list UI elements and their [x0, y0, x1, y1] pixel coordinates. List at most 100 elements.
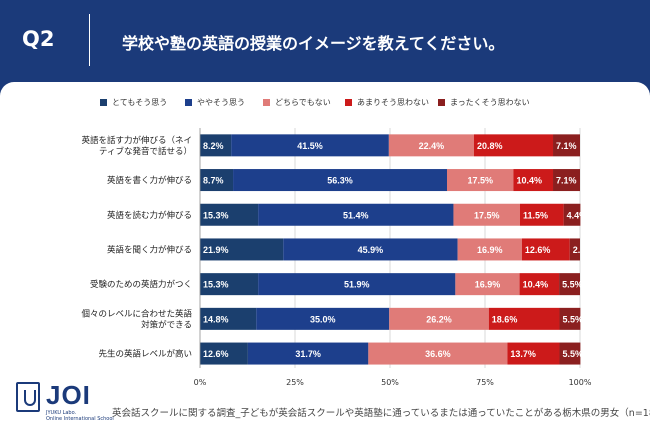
legend-label: あまりそう思わない [357, 98, 429, 107]
bar-segment [200, 273, 259, 296]
category-label: 英語を読む力が伸びる [107, 210, 192, 221]
legend-label: まったくそう思わない [450, 98, 530, 107]
data-label: 8.7% [203, 176, 224, 186]
logo-text: JOI [46, 380, 91, 410]
bar-segment [200, 342, 248, 365]
category-label: 英語を話す力が伸びる（ネイティブな発音で話せる） [81, 135, 192, 157]
data-label: 35.0% [310, 314, 336, 324]
data-label: 12.6% [525, 245, 551, 255]
chart-legend: とてもそう思う ややそう思う どちらでもない あまりそう思わない まったくそう思わない [100, 97, 620, 111]
legend-item-3: どちらでもない [263, 97, 331, 108]
category-label-line: 先生の英語レベルが高い [98, 349, 192, 360]
bar-segment [389, 307, 489, 330]
data-label: 5.5% [562, 349, 583, 359]
legend-label: どちらでもない [275, 98, 331, 107]
x-tick-label: 25% [286, 378, 304, 387]
bar-segment [519, 273, 560, 296]
category-label-line: 英語を書く力が伸びる [107, 175, 192, 186]
data-label: 45.9% [358, 245, 384, 255]
category-label: 英語を書く力が伸びる [107, 175, 192, 186]
bar-segment [200, 134, 232, 157]
bar-segment [231, 134, 389, 157]
category-label-line: 個々のレベルに合わせた英語 [81, 308, 192, 319]
data-label: 56.3% [327, 176, 353, 186]
data-label: 5.5% [562, 280, 583, 290]
data-label: 10.4% [517, 176, 543, 186]
bar-segment [258, 203, 454, 226]
bar-segment [569, 238, 580, 261]
legend-swatch [345, 99, 352, 106]
category-label-line: 英語を話す力が伸びる（ネイ [81, 135, 192, 146]
bar-segment [488, 307, 560, 330]
legend-label: ややそう思う [197, 98, 245, 107]
data-label: 7.1% [556, 141, 577, 151]
bar-segment [559, 342, 581, 365]
bar-segment [559, 307, 581, 330]
data-label: 22.4% [419, 141, 445, 151]
data-label: 15.3% [203, 280, 229, 290]
data-label: 7.1% [556, 176, 577, 186]
logo-subtitle-2: Online International School [46, 416, 114, 422]
bar-segment [200, 307, 257, 330]
survey-footnote: 英会話スクールに関する調査_子どもが英会話スクールや英語塾に通っているまたは通っ… [112, 408, 650, 419]
data-label: 10.4% [523, 280, 549, 290]
category-label: 個々のレベルに合わせた英語対策ができる [81, 308, 192, 330]
x-tick-label: 100% [569, 378, 592, 387]
bar-segment [521, 238, 570, 261]
data-label: 13.7% [510, 349, 536, 359]
bar-segment [283, 238, 458, 261]
data-label: 20.8% [477, 141, 503, 151]
data-label: 26.2% [426, 314, 452, 324]
category-label-line: 英語を読む力が伸びる [107, 210, 192, 221]
legend-item-5: まったくそう思わない [438, 97, 530, 108]
data-label: 18.6% [492, 314, 518, 324]
category-label: 受験のための英語力がつく [90, 279, 192, 290]
legend-swatch [100, 99, 107, 106]
category-label-line: ティブな発音で話せる） [99, 146, 192, 157]
bar-segment [200, 169, 234, 192]
legend-label: とてもそう思う [112, 98, 168, 107]
logo-shield-icon [16, 382, 40, 412]
bar-segment [513, 169, 554, 192]
legend-item-1: とてもそう思う [100, 97, 167, 108]
category-label-line: 対策ができる [141, 319, 192, 330]
header-bar: Q2 学校や塾の英語の授業のイメージを教えてください。 [0, 0, 650, 80]
bar-segment [256, 307, 390, 330]
question-number: Q2 [22, 27, 55, 51]
data-label: 5.5% [562, 314, 583, 324]
bar-segment [233, 169, 447, 192]
joi-logo: JOI JYUKU Labo. Online International Sch… [16, 380, 114, 424]
bar-segment [473, 134, 554, 157]
bar-segment [457, 238, 522, 261]
category-label-line: 受験のための英語力がつく [90, 279, 192, 290]
data-label: 21.9% [203, 245, 229, 255]
category-label: 英語を聞く力が伸びる [107, 244, 192, 255]
bar-segment [563, 203, 581, 226]
data-label: 14.8% [203, 314, 229, 324]
data-label: 12.6% [203, 349, 229, 359]
bar-segment [368, 342, 508, 365]
bar-segment [507, 342, 560, 365]
data-label: 4.4% [567, 210, 588, 220]
bar-segment [519, 203, 564, 226]
data-label: 11.5% [523, 210, 548, 220]
question-text: 学校や塾の英語の授業のイメージを教えてください。 [122, 34, 505, 53]
header-divider [89, 14, 90, 66]
bar-segment [447, 169, 514, 192]
bar-segment [453, 203, 520, 226]
x-tick-label: 75% [476, 378, 494, 387]
bar-segment [200, 203, 259, 226]
legend-swatch [185, 99, 192, 106]
legend-swatch [263, 99, 270, 106]
data-label: 36.6% [425, 349, 451, 359]
data-label: 15.3% [203, 210, 229, 220]
data-label: 41.5% [297, 141, 323, 151]
logo-subtitle-1: JYUKU Labo. [46, 410, 77, 416]
bar-segment [553, 134, 580, 157]
legend-item-4: あまりそう思わない [345, 97, 429, 108]
legend-item-2: ややそう思う [185, 97, 245, 108]
x-tick-label: 50% [381, 378, 399, 387]
category-label-line: 英語を聞く力が伸びる [107, 244, 192, 255]
data-label: 17.5% [467, 176, 493, 186]
data-label: 17.5% [474, 210, 500, 220]
